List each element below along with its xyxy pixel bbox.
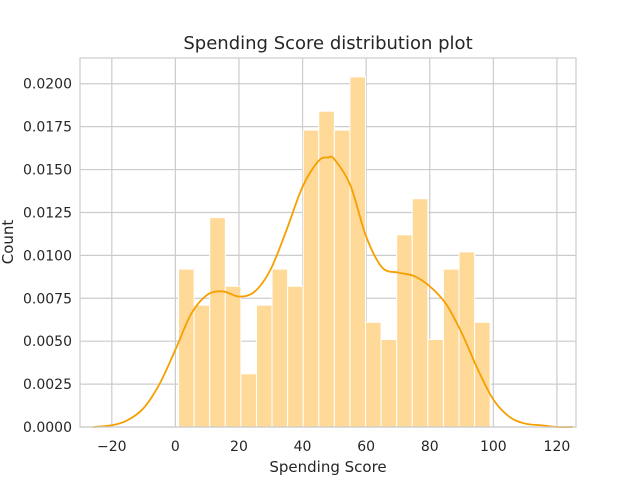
histogram-bar <box>458 251 476 428</box>
histogram-bar <box>240 373 257 428</box>
axes-frame <box>79 57 577 428</box>
histogram-bar <box>178 268 195 428</box>
y-tick-label: 0.0150 <box>23 163 72 179</box>
x-tick-label: −20 <box>97 439 127 455</box>
x-tick-label: 120 <box>544 439 571 455</box>
y-tick-label: 0.0100 <box>23 248 72 264</box>
histogram-bar <box>411 198 429 428</box>
x-tick-label: 100 <box>480 439 507 455</box>
x-tick-label: 40 <box>294 439 312 455</box>
y-tick-label: 0.0000 <box>23 420 72 436</box>
histogram-bar <box>474 321 491 428</box>
y-tick-label: 0.0200 <box>23 77 72 93</box>
chart-title: Spending Score distribution plot <box>183 33 472 54</box>
x-tick-label: 80 <box>421 439 439 455</box>
histogram-bar <box>224 285 242 428</box>
histogram-bar <box>193 304 211 428</box>
histogram-bar <box>255 304 273 428</box>
y-tick-label: 0.0175 <box>23 120 72 136</box>
histogram-bar <box>442 268 460 428</box>
y-axis-label: Count <box>0 220 17 265</box>
histogram-bar <box>365 321 382 428</box>
histogram-bar <box>349 76 367 428</box>
y-tick-labels: 0.0000 0.0025 0.0050 0.0075 0.0100 0.0125 0.01… <box>23 77 72 436</box>
x-axis-label: Spending Score <box>269 458 386 476</box>
histogram-bars <box>178 76 491 428</box>
histogram-bar <box>287 285 304 428</box>
x-tick-label: 20 <box>230 439 248 455</box>
x-tick-label: 0 <box>171 439 180 455</box>
kde-line <box>92 155 573 429</box>
plot-frame <box>79 57 577 428</box>
y-tick-label: 0.0025 <box>23 377 72 393</box>
histogram-bar <box>209 217 226 428</box>
y-tick-label: 0.0075 <box>23 291 72 307</box>
histogram-bar <box>333 129 351 428</box>
kde-curve <box>92 155 573 429</box>
x-tick-label: 60 <box>357 439 375 455</box>
y-tick-label: 0.0050 <box>23 334 72 350</box>
histogram-bar <box>380 338 398 428</box>
histogram-bar <box>271 268 289 428</box>
histogram-bar <box>396 234 413 428</box>
x-tick-labels: −20 0 20 40 60 80 100 120 <box>97 439 570 455</box>
histogram-bar <box>427 338 444 428</box>
histogram-bar <box>302 129 320 428</box>
y-tick-label: 0.0125 <box>23 205 72 221</box>
